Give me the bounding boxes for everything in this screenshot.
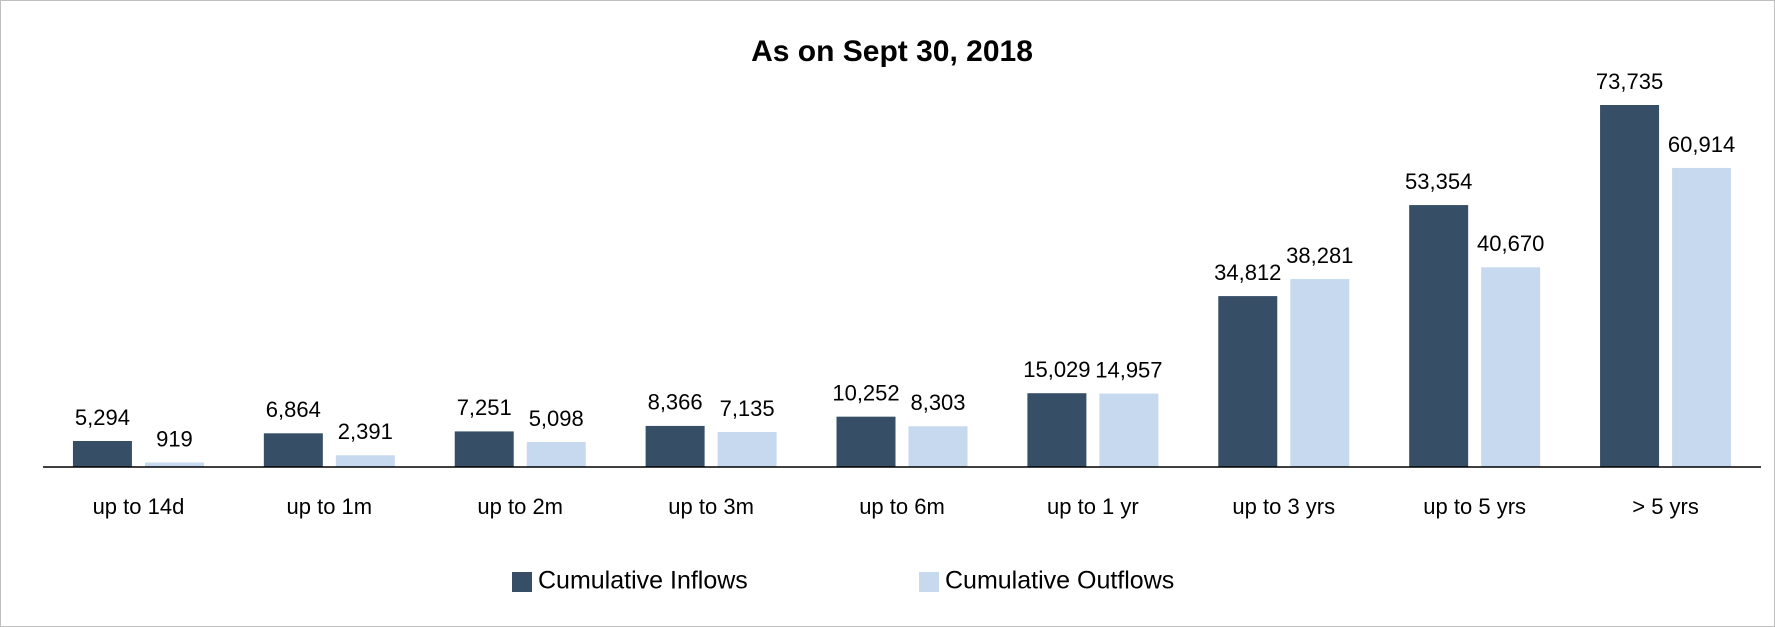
value-label: 73,735 xyxy=(1596,69,1663,94)
bar xyxy=(263,433,323,467)
x-tick-label: up to 6m xyxy=(859,494,945,519)
bar xyxy=(1600,105,1660,467)
bar xyxy=(1672,167,1732,468)
value-label: 8,366 xyxy=(648,390,703,415)
value-label: 34,812 xyxy=(1214,260,1281,285)
x-tick-label: up to 5 yrs xyxy=(1423,494,1526,519)
x-tick-label: > 5 yrs xyxy=(1632,494,1699,519)
value-label: 14,957 xyxy=(1095,357,1162,382)
bar xyxy=(645,425,705,467)
value-label: 7,135 xyxy=(720,396,775,421)
value-label: 2,391 xyxy=(338,419,393,444)
bar xyxy=(526,441,586,467)
bar xyxy=(335,455,395,467)
value-label: 53,354 xyxy=(1405,169,1472,194)
value-label: 919 xyxy=(156,426,193,451)
bar xyxy=(1218,296,1278,467)
chart-title: As on Sept 30, 2018 xyxy=(751,35,1033,68)
x-tick-label: up to 2m xyxy=(477,494,563,519)
value-label: 5,294 xyxy=(75,405,130,430)
x-tick-label: up to 14d xyxy=(93,494,185,519)
legend-swatch xyxy=(512,572,532,592)
value-label: 60,914 xyxy=(1668,132,1735,157)
value-label: 38,281 xyxy=(1286,243,1353,268)
bar xyxy=(908,426,968,467)
bar xyxy=(1099,393,1159,467)
value-label: 5,098 xyxy=(529,406,584,431)
bar xyxy=(1481,267,1541,467)
legend-label: Cumulative Inflows xyxy=(538,567,748,595)
bar xyxy=(72,441,132,467)
value-label: 40,670 xyxy=(1477,231,1544,256)
bar xyxy=(144,462,204,467)
bar xyxy=(1409,205,1469,467)
x-tick-label: up to 3m xyxy=(668,494,754,519)
x-tick-label: up to 1 yr xyxy=(1047,494,1139,519)
x-tick-label: up to 1m xyxy=(287,494,373,519)
value-label: 7,251 xyxy=(457,395,512,420)
legend-swatch xyxy=(919,572,939,592)
value-label: 15,029 xyxy=(1023,357,1090,382)
value-label: 8,303 xyxy=(910,390,965,415)
bar xyxy=(454,431,514,467)
x-tick-label: up to 3 yrs xyxy=(1232,494,1335,519)
bar xyxy=(717,431,777,467)
bar xyxy=(1290,279,1350,467)
legend-label: Cumulative Outflows xyxy=(945,567,1174,595)
bar xyxy=(836,416,896,467)
value-label: 10,252 xyxy=(832,380,899,405)
bar xyxy=(1027,393,1087,467)
value-label: 6,864 xyxy=(266,397,321,422)
